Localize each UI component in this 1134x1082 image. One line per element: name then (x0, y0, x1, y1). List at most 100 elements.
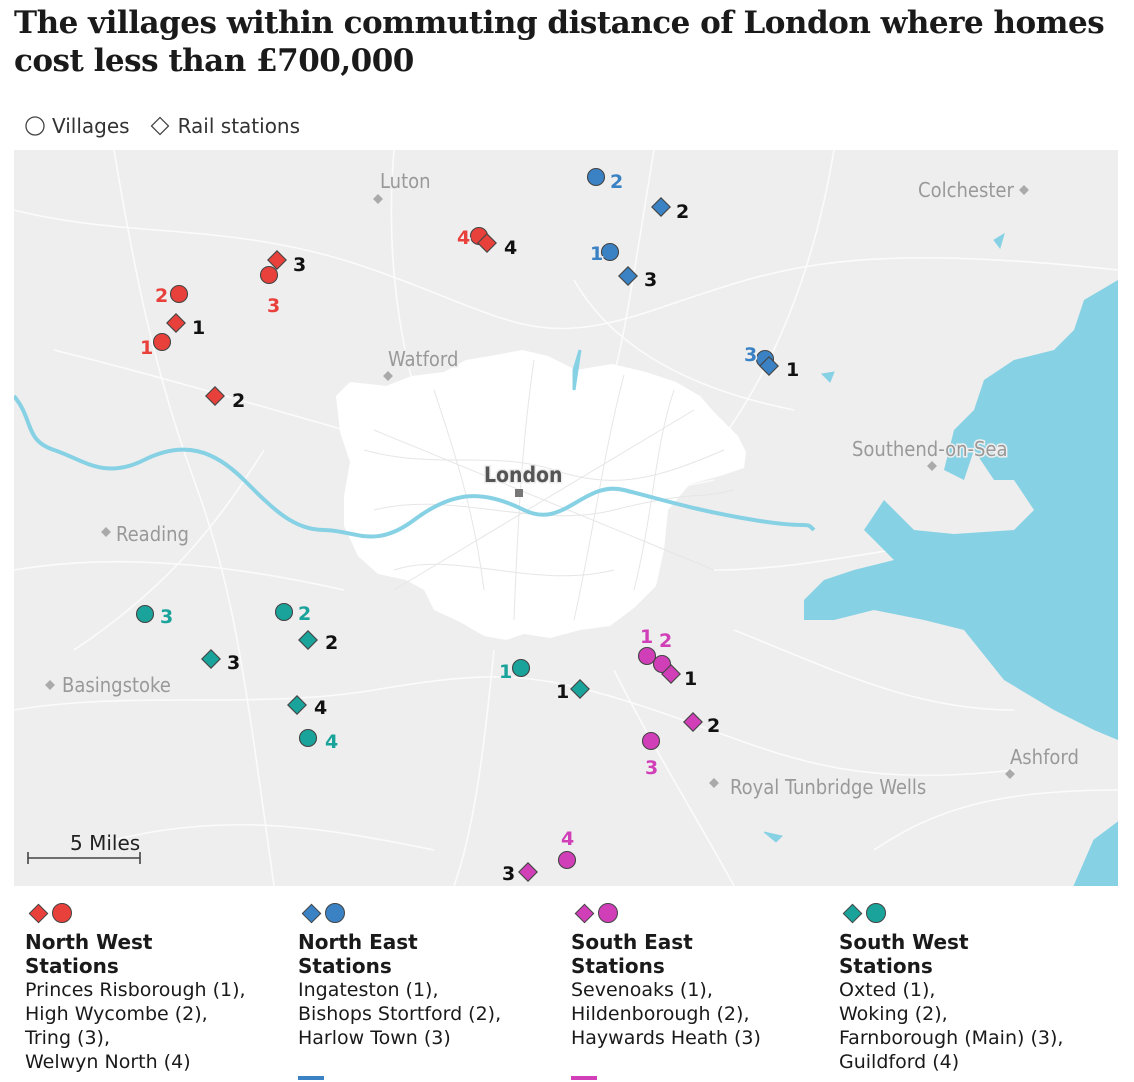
key-subheading: Stations (298, 954, 392, 978)
place-reading: Reading (101, 521, 190, 548)
north-west-station-4[interactable]: 4 (477, 233, 519, 261)
south-east-station-2[interactable]: 2 (683, 712, 722, 739)
place-luton: Luton (373, 168, 432, 204)
symbol-legend: Villages Rail stations (24, 112, 318, 140)
north-west-village-1[interactable]: 1 (139, 332, 172, 361)
south-east-station-3[interactable]: 3 (501, 862, 538, 886)
svg-text:Watford: Watford (388, 347, 458, 371)
place-royal-tunbridge-wells: Royal Tunbridge Wells (709, 774, 928, 801)
south-west-station-2[interactable]: 2 (298, 630, 340, 656)
svg-text:3: 3 (267, 295, 280, 317)
svg-text:2: 2 (707, 715, 720, 737)
south-east-village-4[interactable]: 4 (557, 827, 577, 870)
key-south-east: South East Stations Sevenoaks (1), Hilde… (571, 896, 841, 1080)
north-east-village-2[interactable]: 2 (586, 167, 625, 195)
svg-text:London: London (484, 463, 562, 487)
north-west-station-3[interactable]: 3 (267, 250, 308, 278)
north-east-station-3[interactable]: 3 (618, 266, 659, 293)
key-north-east: North East Stations Ingateston (1), Bish… (298, 896, 568, 1080)
svg-text:1: 1 (140, 337, 153, 359)
svg-text:3: 3 (744, 344, 757, 366)
north-east-station-1[interactable]: 1 (759, 356, 801, 383)
key-heading: North East (298, 930, 418, 954)
svg-text:4: 4 (561, 828, 574, 850)
key-heading: North West (25, 930, 153, 954)
south-west-station-3[interactable]: 3 (201, 649, 242, 676)
north-west-station-1[interactable]: 1 (166, 313, 207, 341)
north-west-village-2[interactable]: 2 (154, 284, 189, 309)
north-east-station-2[interactable]: 2 (651, 197, 691, 225)
key-subheading: Stations (839, 954, 933, 978)
svg-text:1: 1 (499, 661, 512, 683)
south-east-symbols (571, 896, 841, 930)
cut-off-row (298, 1072, 324, 1080)
svg-text:4: 4 (457, 227, 470, 249)
svg-text:1: 1 (786, 359, 799, 381)
south-west-village-2[interactable]: 2 (274, 602, 313, 627)
key-station: Guildford (4) (839, 1051, 960, 1073)
key-station: Sevenoaks (1), (571, 979, 713, 1001)
north-east-village-3[interactable]: 3 (743, 343, 775, 369)
svg-text:1: 1 (684, 668, 697, 690)
map[interactable]: Luton Colchester Watford Southend-on-Sea Lon… (14, 150, 1118, 886)
circle-icon (25, 116, 45, 136)
key-station: Bishops Stortford (2), (298, 1003, 502, 1025)
place-basingstoke: Basingstoke (45, 672, 172, 699)
key-station: Haywards Heath (3) (571, 1027, 761, 1049)
svg-text:4: 4 (504, 237, 517, 259)
svg-text:3: 3 (227, 652, 240, 674)
south-west-village-4[interactable]: 4 (298, 728, 340, 755)
key-station: Ingateston (1), (298, 979, 439, 1001)
south-east-village-3[interactable]: 3 (641, 731, 661, 781)
svg-text:2: 2 (676, 201, 689, 223)
legend-stations: Rail stations (148, 114, 300, 138)
south-east-village-2[interactable]: 2 (652, 629, 674, 674)
svg-text:3: 3 (160, 606, 173, 628)
key-station: Farnborough (Main) (3), (839, 1027, 1064, 1049)
key-south-west: South West Stations Oxted (1), Woking (2… (839, 896, 1109, 1074)
key-station: Welwyn North (4) (25, 1051, 191, 1073)
map-canvas: Luton Colchester Watford Southend-on-Sea Lon… (14, 150, 1118, 886)
scale-bar: 5 Miles (27, 831, 141, 864)
key-station: Woking (2), (839, 1003, 948, 1025)
svg-text:Colchester: Colchester (918, 178, 1014, 202)
svg-text:2: 2 (298, 603, 311, 625)
south-east-village-1[interactable]: 1 (637, 625, 657, 666)
legend-villages-label: Villages (52, 114, 130, 138)
north-west-village-3[interactable]: 3 (259, 265, 282, 319)
svg-text:Reading: Reading (116, 522, 189, 546)
south-west-village-3[interactable]: 3 (135, 605, 175, 630)
svg-text:3: 3 (293, 254, 306, 276)
svg-text:Southend-on-Sea: Southend-on-Sea (852, 437, 1008, 461)
north-east-village-1[interactable]: 1 (589, 242, 620, 267)
key-station: Princes Risborough (1), (25, 979, 246, 1001)
legend-villages: Villages (24, 114, 130, 138)
south-west-station-1[interactable]: 1 (555, 679, 590, 705)
london-area (336, 350, 746, 640)
key-station: Oxted (1), (839, 979, 936, 1001)
key-station: Hildenborough (2), (571, 1003, 750, 1025)
svg-text:1: 1 (640, 626, 653, 648)
svg-text:Ashford: Ashford (1010, 745, 1079, 769)
svg-text:3: 3 (644, 269, 657, 291)
key-heading: South East (571, 930, 693, 954)
north-west-station-2[interactable]: 2 (205, 386, 247, 414)
page-title: The villages within commuting distance o… (14, 5, 1105, 79)
svg-text:3: 3 (502, 863, 515, 885)
place-ashford: Ashford (1005, 744, 1080, 779)
key-subheading: Stations (25, 954, 119, 978)
svg-text:4: 4 (325, 731, 338, 753)
place-london: London (483, 462, 564, 497)
south-west-station-4[interactable]: 4 (287, 695, 329, 721)
svg-text:1: 1 (192, 317, 205, 339)
water (14, 232, 1118, 886)
svg-text:2: 2 (325, 632, 338, 654)
south-east-station-1[interactable]: 1 (661, 664, 699, 692)
svg-text:1: 1 (590, 243, 603, 265)
key-station: Tring (3), (25, 1027, 110, 1049)
legend-stations-label: Rail stations (177, 114, 301, 138)
key-heading: South West (839, 930, 969, 954)
place-watford: Watford (383, 346, 460, 381)
south-west-village-1[interactable]: 1 (498, 658, 531, 685)
svg-text:4: 4 (314, 697, 327, 719)
